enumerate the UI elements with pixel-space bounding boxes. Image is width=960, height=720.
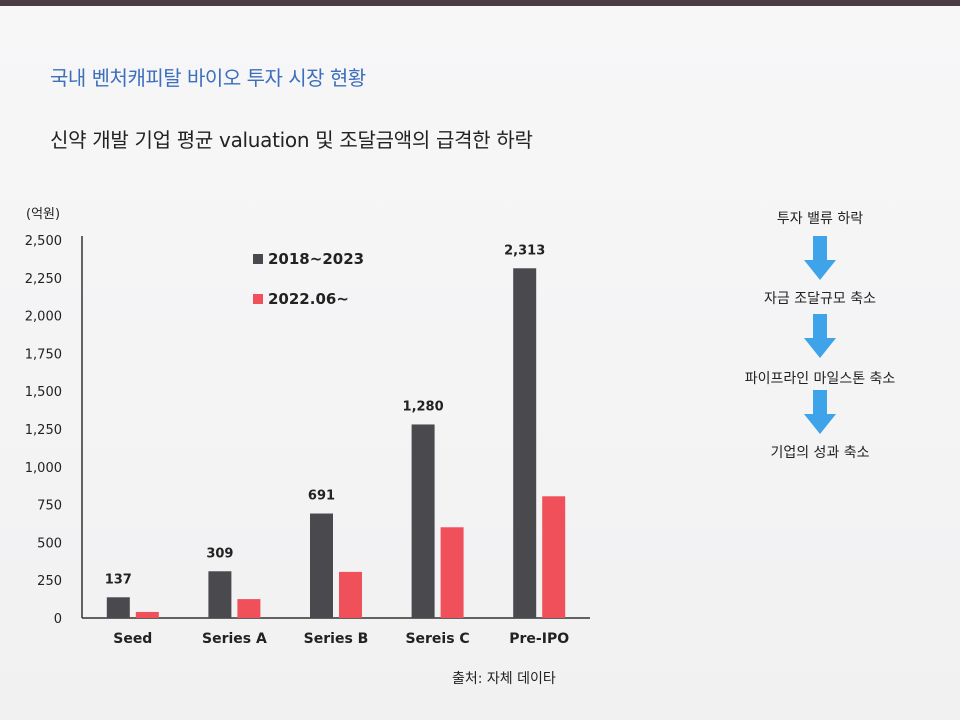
legend-label: 2022.06~ [268,290,349,308]
bar-2022-06 [440,527,464,618]
bar-2018-2023 [310,513,333,618]
y-tick-label: 500 [37,536,62,551]
x-category-label: Series A [202,631,267,647]
y-tick-label: 1,500 [25,385,62,400]
y-tick-label: 2,000 [25,310,62,325]
bar-2018-2023 [208,571,232,618]
x-category-label: Sereis C [405,631,469,647]
bar-2018-2023 [106,597,130,618]
section-title: 국내 벤처캐피탈 바이오 투자 시장 현황 [50,66,366,90]
source-note: 출처: 자체 데이타 [452,671,556,687]
flow-step-2: 자금 조달규모 축소 [764,291,876,307]
down-arrow-icon [804,390,836,434]
y-tick-label: 2,500 [25,234,62,249]
top-strip [0,0,960,6]
data-label: 309 [206,546,233,561]
x-category-label: Seed [113,631,152,647]
flow-step-4: 기업의 성과 축소 [770,445,870,461]
y-unit-label: (억원) [26,207,60,222]
data-label: 691 [308,489,335,504]
legend-swatch [253,254,263,264]
down-arrow-icon [804,236,836,280]
bar-2018-2023 [513,268,537,618]
data-label: 137 [105,572,132,587]
headline: 신약 개발 기업 평균 valuation 및 조달금액의 급격한 하락 [50,128,533,152]
y-tick-label: 1,000 [25,461,62,476]
x-category-label: Pre-IPO [509,631,569,647]
flow-diagram: 투자 밸류 하락 자금 조달규모 축소 파이프라인 마일스톤 축소 기업의 성과… [720,208,920,478]
bar-2022-06 [135,611,159,618]
y-tick-label: 0 [54,612,62,627]
flow-step-1: 투자 밸류 하락 [776,211,864,227]
legend-swatch [253,294,263,304]
y-tick-label: 2,250 [25,272,62,287]
x-category-label: Series B [304,631,369,647]
flow-step-3: 파이프라인 마일스톤 축소 [744,371,896,387]
y-tick-label: 750 [37,499,62,514]
legend-label: 2018~2023 [268,250,364,268]
y-tick-label: 1,750 [25,347,62,362]
bar-2022-06 [339,571,362,618]
y-tick-label: 1,250 [25,423,62,438]
bar-2018-2023 [411,424,435,618]
bar-2022-06 [542,496,566,618]
slide [0,6,960,720]
bar-2022-06 [237,599,261,618]
y-tick-label: 250 [37,574,62,589]
data-label: 2,313 [504,243,545,258]
down-arrow-icon [804,314,836,358]
data-label: 1,280 [403,399,444,414]
